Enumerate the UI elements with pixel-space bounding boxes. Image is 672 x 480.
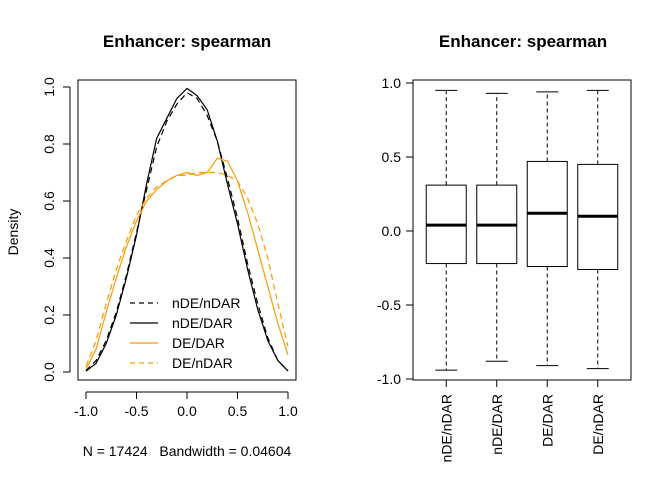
legend-label-de-ndar: DE/nDAR (172, 355, 233, 371)
density-line-nde-ndar (85, 92, 289, 372)
box-de-dar (526, 91, 568, 367)
box-y-axis: -1.0 -0.5 0.0 0.5 1.0 (377, 75, 414, 387)
legend-label-nde-dar: nDE/DAR (172, 315, 233, 331)
density-plot-frame (77, 79, 297, 381)
density-y-tick-label: 0.4 (41, 248, 57, 268)
box-x-tick-label-nde-dar: nDE/DAR (489, 394, 505, 455)
box-x-tick-label-nde-ndar: nDE/nDAR (438, 394, 454, 462)
density-line-de-dar (85, 157, 289, 370)
density-y-tick-label: 1.0 (41, 77, 57, 97)
box-panel: Enhancer: spearman -1.0 -0.5 0.0 0.5 1.0 nDE… (377, 32, 632, 462)
density-title: Enhancer: spearman (103, 32, 271, 51)
box-nde-ndar (425, 89, 467, 371)
density-line-nde-dar (85, 87, 289, 372)
density-line-de-ndar (85, 171, 289, 367)
density-y-axis-label: Density (5, 209, 21, 256)
box-y-tick-label: -1.0 (377, 371, 401, 387)
box-y-tick-label: 0.5 (382, 149, 402, 165)
density-x-axis-label: N = 17424 Bandwidth = 0.04604 (83, 443, 292, 459)
box-de-ndar (577, 89, 619, 370)
density-y-tick-label: 0.0 (41, 362, 57, 382)
density-x-tick-label: -0.5 (124, 403, 148, 419)
box-y-tick-label: 1.0 (382, 75, 402, 91)
density-y-tick-label: 0.6 (41, 191, 57, 211)
density-panel: Enhancer: spearman -1.0 -0.5 0.0 0.5 1.0 0.0… (5, 32, 298, 459)
box-x-tick-label-de-ndar: DE/nDAR (590, 394, 606, 455)
boxes (425, 89, 619, 371)
box-y-tick-label: 0.0 (382, 223, 402, 239)
density-x-tick-label: 0.0 (177, 403, 197, 419)
density-x-tick-label: 1.0 (278, 403, 298, 419)
box-y-tick-label: -0.5 (377, 297, 401, 313)
density-x-tick-label: -1.0 (74, 403, 98, 419)
legend-label-nde-ndar: nDE/nDAR (172, 295, 240, 311)
density-x-axis: -1.0 -0.5 0.0 0.5 1.0 (74, 391, 298, 419)
legend-label-de-dar: DE/DAR (172, 335, 225, 351)
box-title: Enhancer: spearman (439, 32, 607, 51)
density-x-tick-label: 0.5 (228, 403, 248, 419)
box-nde-dar (476, 92, 518, 362)
box-x-axis: nDE/nDAR nDE/DAR DE/DAR DE/nDAR (438, 380, 606, 462)
density-y-tick-label: 0.8 (41, 134, 57, 154)
density-y-tick-label: 0.2 (41, 305, 57, 325)
density-y-axis: 0.0 0.2 0.4 0.6 0.8 1.0 (41, 77, 71, 382)
box-x-tick-label-de-dar: DE/DAR (539, 394, 555, 447)
density-lines (85, 87, 289, 372)
density-legend: nDE/nDAR nDE/DAR DE/DAR DE/nDAR (130, 295, 240, 371)
